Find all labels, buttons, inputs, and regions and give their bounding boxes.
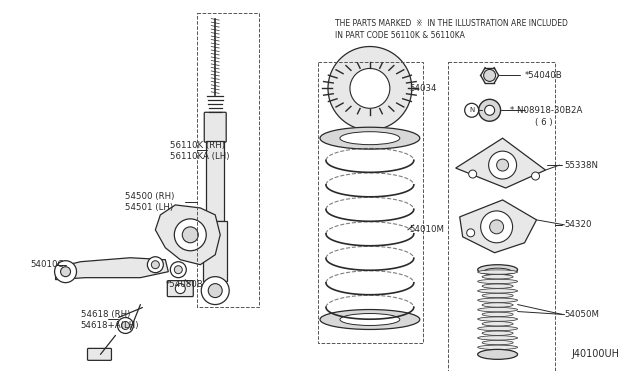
- Ellipse shape: [477, 326, 518, 331]
- Text: N: N: [469, 107, 474, 113]
- Circle shape: [122, 321, 129, 330]
- Circle shape: [467, 229, 475, 237]
- Text: ( 6 ): ( 6 ): [534, 118, 552, 127]
- Ellipse shape: [340, 132, 400, 145]
- Text: 54500 (RH): 54500 (RH): [125, 192, 175, 202]
- Text: 54050M: 54050M: [564, 310, 600, 319]
- Ellipse shape: [482, 275, 513, 279]
- Ellipse shape: [320, 310, 420, 330]
- Ellipse shape: [477, 298, 518, 302]
- FancyBboxPatch shape: [167, 280, 193, 296]
- FancyBboxPatch shape: [88, 349, 111, 360]
- Polygon shape: [56, 258, 168, 280]
- Bar: [204, 221, 227, 280]
- Text: * N08918-30B2A: * N08918-30B2A: [509, 106, 582, 115]
- Ellipse shape: [484, 268, 511, 275]
- Ellipse shape: [477, 308, 518, 312]
- Circle shape: [484, 70, 495, 81]
- Ellipse shape: [482, 284, 513, 288]
- Text: IN PART CODE 56110K & 56110KA: IN PART CODE 56110K & 56110KA: [335, 31, 465, 39]
- Ellipse shape: [482, 350, 513, 354]
- Circle shape: [54, 261, 77, 283]
- Text: 56110K (RH): 56110K (RH): [170, 141, 225, 150]
- Circle shape: [175, 283, 186, 294]
- Ellipse shape: [477, 349, 518, 359]
- Circle shape: [118, 318, 133, 333]
- Circle shape: [465, 103, 479, 117]
- Text: 54010C: 54010C: [31, 260, 64, 269]
- Circle shape: [174, 219, 206, 251]
- Ellipse shape: [477, 270, 518, 274]
- Ellipse shape: [320, 127, 420, 149]
- Circle shape: [152, 261, 159, 269]
- Circle shape: [497, 159, 509, 171]
- Ellipse shape: [477, 289, 518, 293]
- FancyBboxPatch shape: [204, 112, 226, 142]
- Polygon shape: [460, 200, 536, 253]
- Circle shape: [147, 257, 163, 273]
- Circle shape: [488, 151, 516, 179]
- Ellipse shape: [482, 331, 513, 336]
- Ellipse shape: [477, 279, 518, 283]
- Ellipse shape: [477, 345, 518, 349]
- Text: 56110KA (LH): 56110KA (LH): [170, 152, 230, 161]
- Text: *54080B: *54080B: [165, 280, 203, 289]
- Text: 54034: 54034: [410, 84, 437, 93]
- Text: 54618 (RH): 54618 (RH): [81, 310, 130, 319]
- Circle shape: [468, 170, 477, 178]
- Circle shape: [174, 266, 182, 274]
- Bar: [318, 62, 423, 343]
- Text: *54040B: *54040B: [525, 71, 563, 80]
- Text: J40100UH: J40100UH: [572, 349, 620, 359]
- Ellipse shape: [482, 322, 513, 326]
- Circle shape: [328, 46, 412, 130]
- Circle shape: [484, 105, 495, 115]
- Bar: [448, 62, 556, 372]
- Circle shape: [481, 211, 513, 243]
- Polygon shape: [156, 205, 220, 265]
- Ellipse shape: [482, 340, 513, 345]
- Circle shape: [170, 262, 186, 278]
- Circle shape: [182, 227, 198, 243]
- Text: 54320: 54320: [564, 220, 592, 230]
- Text: 54010M: 54010M: [410, 225, 445, 234]
- Ellipse shape: [482, 312, 513, 317]
- Ellipse shape: [482, 294, 513, 298]
- Text: 55338N: 55338N: [564, 161, 598, 170]
- Circle shape: [532, 172, 540, 180]
- Polygon shape: [456, 138, 545, 188]
- Circle shape: [61, 267, 70, 277]
- Ellipse shape: [477, 317, 518, 321]
- Bar: [197, 13, 259, 307]
- Text: 54501 (LH): 54501 (LH): [125, 203, 173, 212]
- Circle shape: [490, 220, 504, 234]
- Ellipse shape: [340, 314, 400, 326]
- Circle shape: [201, 277, 229, 305]
- Ellipse shape: [477, 336, 518, 340]
- Circle shape: [350, 68, 390, 108]
- Text: THE PARTS MARKED  ※  IN THE ILLUSTRATION ARE INCLUDED: THE PARTS MARKED ※ IN THE ILLUSTRATION A…: [335, 19, 568, 28]
- Circle shape: [208, 283, 222, 298]
- Bar: [206, 141, 224, 221]
- Text: 54618+A(LH): 54618+A(LH): [81, 321, 139, 330]
- Ellipse shape: [477, 265, 518, 275]
- Ellipse shape: [482, 303, 513, 307]
- Circle shape: [479, 99, 500, 121]
